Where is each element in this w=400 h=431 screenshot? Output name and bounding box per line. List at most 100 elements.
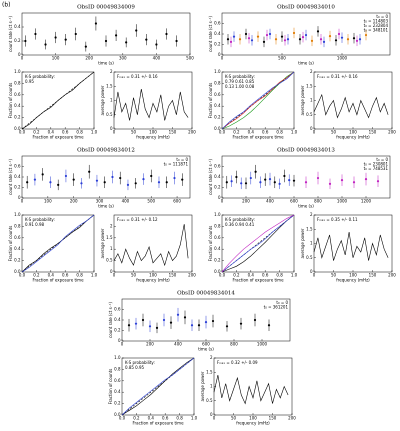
y-tick-label: 0.4 — [14, 24, 21, 29]
y-tick-label: 0.2 — [114, 401, 121, 406]
x-axis-label: frequency (mHz) — [236, 421, 270, 426]
y-tick-label: 1 — [110, 98, 113, 103]
data-point — [74, 32, 77, 36]
x-tick-label: 1.0 — [91, 130, 98, 135]
y-tick-label: 0 — [210, 412, 213, 417]
data-point — [173, 176, 176, 180]
y-tick-label: 0 — [110, 126, 113, 131]
data-point — [292, 179, 296, 182]
data-line — [313, 232, 389, 261]
data-line — [221, 214, 295, 273]
y-tick-label: 2 — [110, 223, 113, 228]
y-tick-label: 2 — [310, 212, 313, 217]
x-tick-label: 50 — [231, 416, 237, 421]
plot-frame — [21, 214, 95, 273]
x-tick-label: 0.2 — [33, 273, 40, 278]
data-point — [235, 175, 238, 179]
x-axis-label: time (s) — [298, 204, 314, 209]
chart-title: ObsID 00049834009 — [77, 5, 135, 11]
x-tick-label: 1.0 — [91, 273, 98, 278]
data-point — [358, 38, 362, 41]
x-tick-label: 150 — [169, 273, 177, 278]
x-tick-label: 0.4 — [248, 273, 255, 278]
data-point — [88, 170, 91, 173]
y-tick-label: 0.0 — [14, 126, 21, 131]
data-line — [21, 214, 95, 273]
x-tick-label: 200 — [70, 199, 78, 204]
data-point — [157, 181, 161, 184]
x-tick-label: 0.2 — [233, 273, 240, 278]
y-tick-label: 0.4 — [214, 31, 221, 36]
x-tick-label: 300 — [119, 56, 127, 61]
data-point — [259, 181, 262, 184]
x-tick-label: 0 — [113, 130, 116, 135]
y-tick-label: 1.5 — [306, 226, 313, 231]
y-tick-label: 0.2 — [14, 258, 21, 263]
annotation: K-S probability: — [125, 360, 155, 365]
y-tick-label: 0.6 — [14, 92, 21, 97]
y-tick-label: 0.2 — [14, 38, 21, 43]
data-point — [142, 178, 145, 181]
data-point — [95, 179, 99, 182]
data-point — [148, 325, 152, 328]
y-tick-label: 2 — [110, 69, 113, 74]
x-tick-label: 600 — [202, 342, 210, 347]
plot-frame — [121, 357, 195, 416]
data-point — [250, 39, 254, 42]
x-tick-label: 400 — [266, 199, 274, 204]
data-point — [267, 324, 271, 327]
x-tick-label: 200 — [388, 130, 396, 135]
data-line — [113, 224, 189, 267]
data-point — [304, 181, 308, 184]
x-tick-label: 0.0 — [219, 130, 226, 135]
data-point — [162, 318, 166, 322]
x-tick-label: 800 — [230, 342, 238, 347]
data-point — [114, 34, 118, 37]
data-point — [134, 322, 138, 325]
x-axis-label: Fraction of exposure time — [32, 278, 84, 283]
x-axis-label: Fraction of exposure time — [132, 421, 184, 426]
y-tick-label: 0.8 — [214, 80, 221, 85]
x-tick-label: 0 — [313, 273, 316, 278]
y-tick-label: 0.5 — [306, 255, 313, 260]
y-tick-label: 0.5 — [106, 258, 113, 263]
annotation: Fₘₐₓ = 0.31 +/- 0.12 — [117, 217, 158, 222]
annotation: Fₘₐₓ = 0.35 +/- 0.11 — [317, 217, 358, 222]
x-tick-label: 0.6 — [262, 130, 269, 135]
y-tick-label: 1.0 — [214, 69, 221, 74]
x-axis-label: Fraction of exposure time — [232, 135, 284, 140]
data-point — [319, 38, 323, 41]
data-point — [283, 174, 286, 178]
data-point — [141, 318, 145, 322]
y-axis-label: Fraction of counts — [8, 83, 13, 119]
data-line — [221, 71, 295, 130]
data-line — [313, 93, 389, 119]
x-tick-label: 0.8 — [176, 416, 183, 421]
data-point — [57, 183, 60, 186]
data-point — [183, 316, 187, 319]
y-tick-label: 0.2 — [114, 328, 121, 333]
x-tick-label: 50 — [331, 273, 337, 278]
x-tick-label: 0.8 — [276, 130, 283, 135]
x-tick-label: 0.2 — [233, 130, 240, 135]
y-tick-label: 0.2 — [214, 115, 221, 120]
y-tick-label: 0.2 — [214, 258, 221, 263]
data-point — [165, 181, 168, 184]
data-point — [316, 30, 320, 33]
y-tick-label: 0.2 — [214, 185, 221, 190]
x-tick-label: 1000 — [337, 199, 348, 204]
y-axis-label: average power — [300, 85, 305, 115]
x-tick-label: 0.6 — [162, 416, 169, 421]
data-point — [155, 43, 158, 46]
x-tick-label: 0 — [21, 56, 24, 61]
data-point — [352, 181, 356, 184]
x-tick-label: 0.6 — [262, 273, 269, 278]
x-tick-label: 0 — [313, 130, 316, 135]
x-tick-label: 1200 — [361, 199, 372, 204]
y-tick-label: 0.0 — [214, 269, 221, 274]
x-tick-label: 100 — [349, 130, 357, 135]
y-tick-label: 0.0 — [14, 269, 21, 274]
data-point — [253, 318, 257, 322]
x-tick-label: 50 — [131, 130, 137, 135]
y-tick-label: 0.5 — [206, 398, 213, 403]
